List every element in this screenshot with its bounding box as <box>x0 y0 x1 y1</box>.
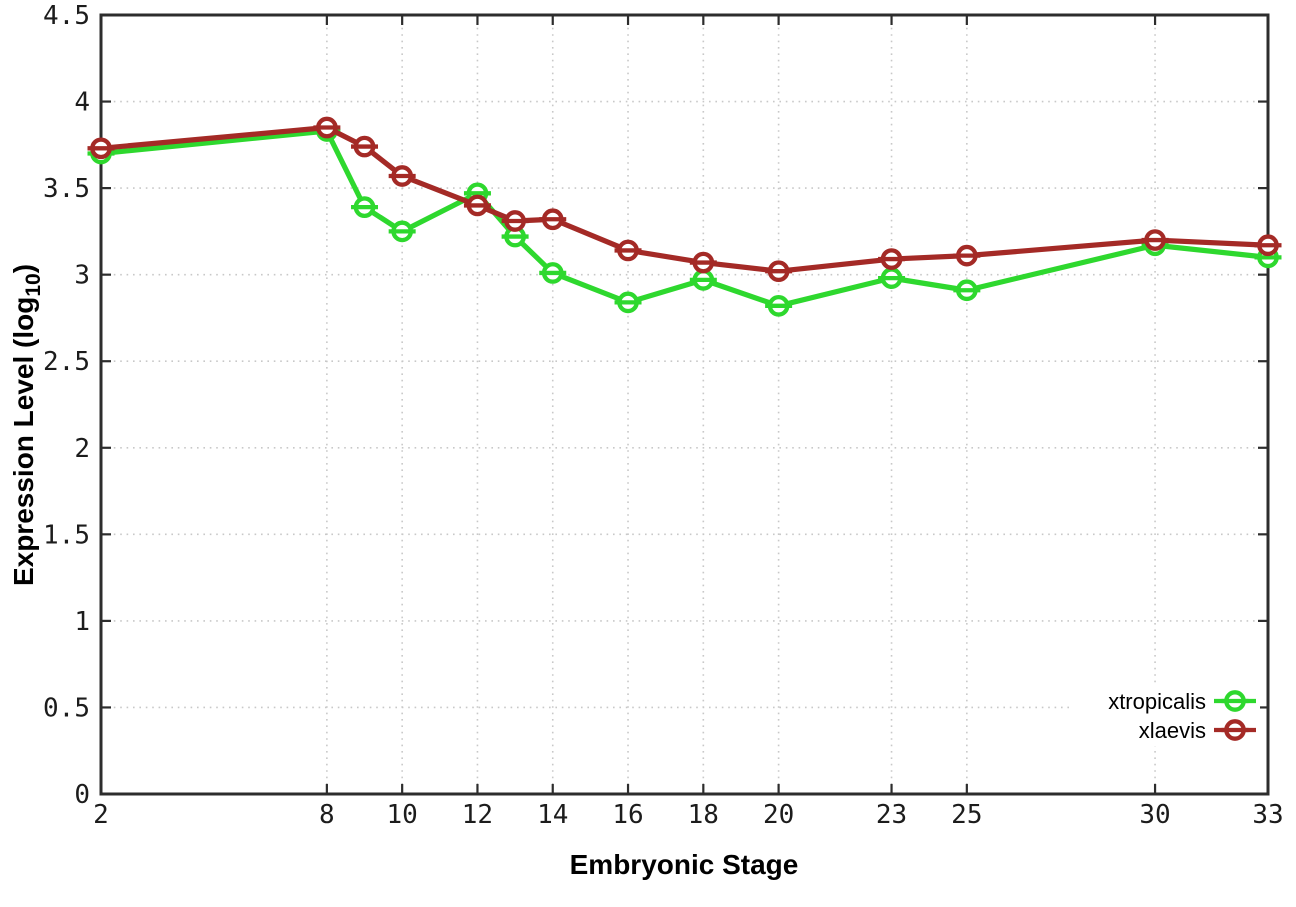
series-layer <box>87 116 1282 317</box>
tick-labels: 2 8 10 12 14 16 18 20 23 25 30 33 0 0.5 1 1.5 2 2.5 3 3.5 4 4… <box>43 1 1284 830</box>
x-axis-title: Embryonic Stage <box>570 849 799 880</box>
series-line-xtropicalis <box>98 128 1271 309</box>
x-tick-label: 2 <box>93 800 109 830</box>
plot-border <box>99 13 1270 796</box>
y-tick-label: 2.5 <box>43 347 90 377</box>
x-tick-label: 10 <box>387 800 418 830</box>
legend-item-xtropicalis: xtropicalis <box>1108 689 1256 714</box>
y-tick-label: 0.5 <box>43 693 90 723</box>
gridlines <box>101 15 1268 794</box>
series-xtropicalis <box>87 120 1282 317</box>
y-tick-label: 3.5 <box>43 174 90 204</box>
series-xlaevis <box>87 116 1282 283</box>
x-tick-label: 16 <box>612 800 643 830</box>
y-tick-label: 1.5 <box>43 520 90 550</box>
x-tick-label: 25 <box>951 800 982 830</box>
x-tick-label: 30 <box>1139 800 1170 830</box>
x-tick-label: 33 <box>1252 800 1283 830</box>
legend-label-xlaevis: xlaevis <box>1139 718 1206 743</box>
x-tick-label: 14 <box>537 800 568 830</box>
x-tick-label: 8 <box>319 800 335 830</box>
legend-item-xlaevis: xlaevis <box>1139 718 1256 743</box>
series-line-xlaevis <box>98 124 1271 274</box>
y-axis-title: Expression Level (log10) <box>8 264 45 586</box>
y-tick-label: 4.5 <box>43 1 90 31</box>
y-tick-label: 0 <box>74 780 90 810</box>
legend-label-xtropicalis: xtropicalis <box>1108 689 1206 714</box>
y-tick-label: 1 <box>74 607 90 637</box>
x-tick-label: 20 <box>763 800 794 830</box>
x-tick-label: 23 <box>876 800 907 830</box>
y-tick-label: 4 <box>74 88 90 118</box>
y-tick-label: 3 <box>74 261 90 291</box>
plot-frame <box>99 13 1270 796</box>
legend: xtropicalis xlaevis <box>1072 684 1260 746</box>
x-tick-label: 12 <box>462 800 493 830</box>
y-tick-label: 2 <box>74 434 90 464</box>
x-tick-label: 18 <box>688 800 719 830</box>
